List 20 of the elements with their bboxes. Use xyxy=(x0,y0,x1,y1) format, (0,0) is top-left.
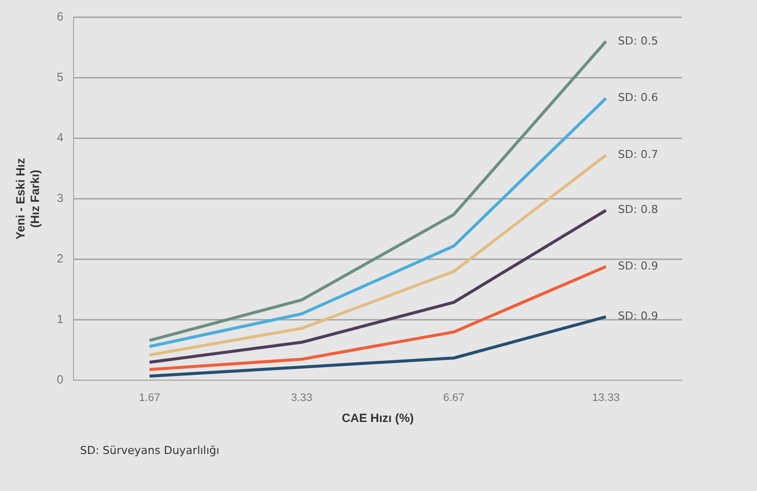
x-tick-label: 1.67 xyxy=(138,392,160,404)
series-label: SD: 0.5 xyxy=(618,34,658,48)
y-tick-label: 0 xyxy=(56,372,64,387)
y-tick-label: 4 xyxy=(56,130,64,145)
y-axis-title: Yeni - Eski Hız (Hız Farkı) xyxy=(14,158,42,240)
x-tick-label: 6.67 xyxy=(443,392,465,404)
x-tick-label: 3.33 xyxy=(290,392,312,404)
series-label: SD: 0.8 xyxy=(618,203,658,216)
series-label: SD: 0.9 xyxy=(618,310,658,323)
series-label: SD: 0.7 xyxy=(618,148,658,162)
text: SD: Sürveyans Duyarlılığı xyxy=(80,444,220,457)
y-tick-label: 2 xyxy=(56,252,64,266)
y-tick-label: 1 xyxy=(56,312,64,326)
y-tick-label: 6 xyxy=(56,10,64,24)
series-label: SD: 0.9 xyxy=(618,259,658,272)
y-tick-label: 3 xyxy=(56,191,64,206)
series-label: SD: 0.6 xyxy=(618,91,658,104)
y-tick-label: 5 xyxy=(56,70,64,84)
x-axis-title: CAE Hızı (%) xyxy=(342,411,414,426)
x-tick-label: 13.33 xyxy=(592,392,620,404)
